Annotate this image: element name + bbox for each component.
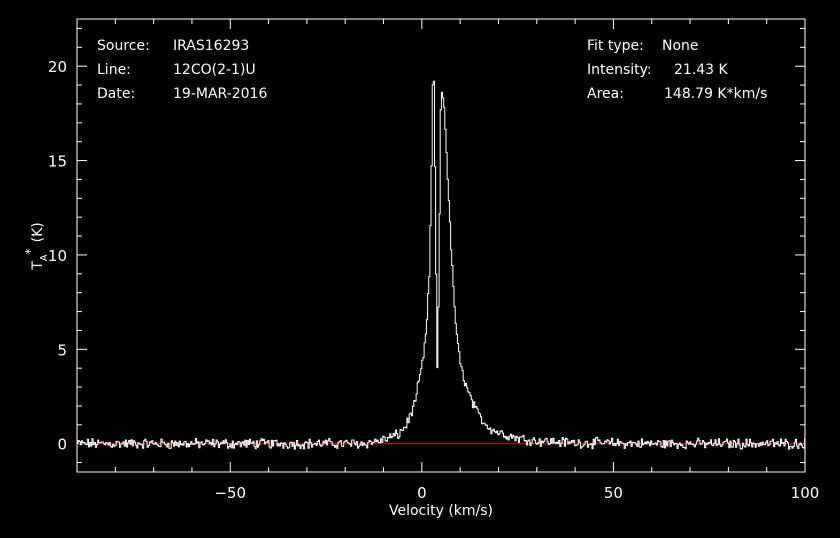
date-value: 19-MAR-2016	[173, 86, 267, 102]
y-ticks: 0 5 10 15 20	[48, 27, 805, 464]
x-axis-label: Velocity (km/s)	[389, 503, 493, 519]
x-tick-label: 0	[417, 484, 427, 502]
y-axis-label: TA* (K)	[23, 222, 50, 271]
y-tick-label: 5	[57, 341, 67, 359]
y-tick-label: 10	[48, 247, 67, 265]
line-value: 12CO(2-1)U	[173, 62, 256, 78]
source-label: Source:	[97, 38, 150, 54]
x-ticks: −50 0 50 100	[114, 19, 820, 502]
y-axis-label-sub: A	[39, 254, 50, 261]
x-tick-label: 50	[604, 484, 623, 502]
x-tick-label: 100	[791, 484, 820, 502]
plot-frame	[76, 18, 806, 473]
y-tick-label: 0	[57, 436, 67, 454]
area-value: 148.79 K*km/s	[664, 86, 767, 102]
source-value: IRAS16293	[173, 38, 249, 54]
y-tick-label: 15	[48, 153, 67, 171]
fit-type-value: None	[662, 38, 699, 54]
y-axis-label-unit: (K)	[30, 222, 46, 242]
date-label: Date:	[97, 86, 135, 102]
y-tick-label: 20	[48, 58, 67, 76]
area-label: Area:	[587, 86, 624, 102]
x-tick-label: −50	[214, 484, 246, 502]
fit-type-label: Fit type:	[587, 38, 644, 54]
intensity-value: 21.43 K	[674, 62, 729, 78]
svg-text:TA*(K): TA* (K)	[23, 222, 50, 271]
y-axis-label-sup: *	[23, 248, 37, 254]
y-axis-label-main: T	[30, 261, 46, 271]
spectrum-series-line	[77, 80, 806, 450]
line-label: Line:	[97, 62, 131, 78]
intensity-label: Intensity:	[587, 62, 652, 78]
